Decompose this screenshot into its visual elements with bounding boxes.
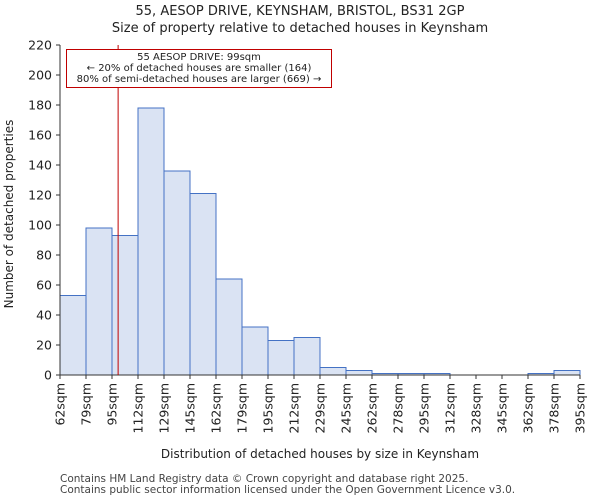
x-tick-label: 378sqm — [547, 383, 562, 433]
y-tick-label: 140 — [28, 158, 52, 173]
y-axis: 0 20 40 60 80 100 120 140 160 180 200 220 — [28, 38, 61, 383]
histogram-bar-145sqm — [189, 193, 217, 376]
histogram-bar-112sqm — [137, 107, 165, 376]
y-tick-label: 120 — [28, 188, 52, 203]
histogram-bar-179sqm — [241, 326, 269, 376]
x-tick-label: 179sqm — [235, 383, 250, 433]
histogram-bar-95sqm — [111, 235, 139, 376]
x-tick-label: 195sqm — [261, 383, 276, 433]
histogram-bar-229sqm — [319, 367, 347, 376]
x-tick-label: 229sqm — [313, 383, 328, 433]
histogram-bar-62sqm — [59, 295, 87, 376]
y-tick-label: 180 — [28, 98, 52, 113]
y-axis-label: Number of detached properties — [2, 120, 16, 309]
footer-copyright: Contains HM Land Registry data © Crown c… — [60, 473, 469, 485]
x-tick-label: 145sqm — [183, 383, 198, 433]
histogram-bar-245sqm — [345, 370, 373, 376]
x-tick-label: 312sqm — [443, 383, 458, 433]
y-tick-label: 60 — [36, 278, 52, 293]
x-axis: 62sqm 79sqm 95sqm 112sqm 129sqm 145sqm 162sqm 1… — [53, 374, 588, 433]
x-tick-label: 79sqm — [79, 383, 94, 426]
histogram-bar-79sqm — [85, 227, 113, 376]
x-tick-label: 262sqm — [365, 383, 380, 433]
x-tick-label: 129sqm — [157, 383, 172, 433]
x-tick-label: 62sqm — [53, 383, 68, 426]
property-annotation-box: 55 AESOP DRIVE: 99sqm ← 20% of detached … — [66, 49, 332, 88]
x-tick-label: 162sqm — [209, 383, 224, 433]
x-tick-label: 112sqm — [131, 383, 146, 433]
y-tick-label: 80 — [36, 248, 52, 263]
x-tick-label: 328sqm — [469, 383, 484, 433]
x-tick-label: 278sqm — [391, 383, 406, 433]
histogram-bar-378sqm — [553, 370, 581, 376]
x-tick-label: 295sqm — [417, 383, 432, 433]
annotation-larger-line: 80% of semi-detached houses are larger (… — [76, 74, 322, 85]
x-tick-label: 345sqm — [495, 383, 510, 433]
y-tick-label: 200 — [28, 68, 52, 83]
y-tick-label: 0 — [44, 368, 52, 383]
y-tick-label: 160 — [28, 128, 52, 143]
annotation-smaller-line: ← 20% of detached houses are smaller (16… — [86, 63, 312, 74]
histogram-bar-212sqm — [293, 337, 321, 376]
x-tick-label: 212sqm — [287, 383, 302, 433]
chart-title-address: 55, AESOP DRIVE, KEYNSHAM, BRISTOL, BS31… — [135, 4, 465, 19]
x-tick-label: 95sqm — [105, 383, 120, 426]
y-tick-label: 100 — [28, 218, 52, 233]
x-tick-label: 395sqm — [573, 383, 588, 433]
annotation-property-line: 55 AESOP DRIVE: 99sqm — [137, 52, 261, 63]
x-tick-label: 362sqm — [521, 383, 536, 433]
y-tick-label: 20 — [36, 338, 52, 353]
y-tick-label: 40 — [36, 308, 52, 323]
histogram-bar-162sqm — [215, 278, 243, 376]
histogram-bar-195sqm — [267, 340, 295, 376]
chart-title: Size of property relative to detached ho… — [111, 21, 489, 36]
bars-group — [59, 107, 581, 376]
histogram-bar-129sqm — [163, 170, 191, 376]
y-tick-label: 220 — [28, 38, 52, 53]
footer-licence: Contains public sector information licen… — [60, 484, 516, 496]
x-tick-label: 245sqm — [339, 383, 354, 433]
x-axis-label: Distribution of detached houses by size … — [161, 447, 479, 461]
